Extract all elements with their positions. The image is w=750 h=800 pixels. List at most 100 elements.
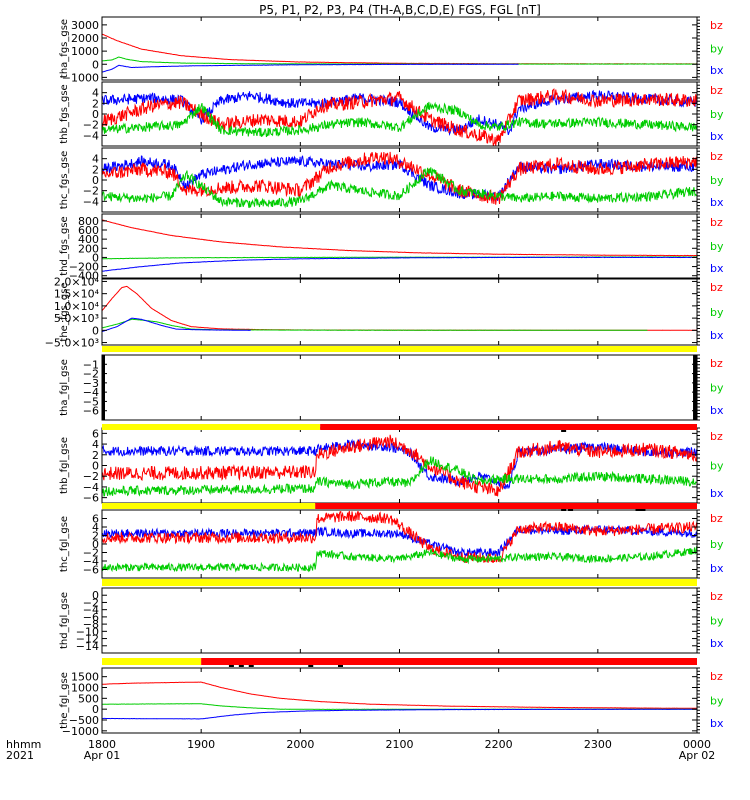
legend-bz: bz (710, 216, 723, 229)
y-axis-label: tha_fgl_gse (59, 359, 70, 416)
y-tick-label: −14 (76, 640, 99, 653)
time-format-label: hhmm (6, 738, 41, 751)
bar-segment-yellow (102, 503, 316, 509)
bar-segment-yellow (102, 658, 202, 665)
y-axis-label: thd_fgl_gse (59, 592, 70, 649)
y-axis-label: thd_fgs_gse (59, 216, 70, 275)
y-tick-label: 0 (92, 174, 99, 187)
series-by (102, 318, 648, 331)
y-tick-label: 1.5×10⁴ (54, 288, 100, 301)
y-tick-label: 4 (92, 153, 99, 166)
y-tick-label: −2 (83, 368, 99, 381)
y-tick-label: 0 (92, 58, 99, 71)
y-axis-label: the_fgs_gse (59, 282, 70, 341)
y-tick-label: −6 (83, 611, 99, 624)
series-bz (102, 285, 697, 331)
legend-by: by (710, 174, 724, 187)
y-tick-label: 0 (92, 251, 99, 264)
bar-mark (640, 509, 646, 511)
x-tick-label: 1800 (88, 738, 116, 751)
panel-frame (101, 278, 698, 346)
legend-bz: bz (710, 84, 723, 97)
series-bz (102, 510, 697, 564)
legend-by: by (710, 460, 724, 473)
legend-bx: bx (710, 329, 724, 342)
legend-bx: bx (710, 562, 724, 575)
bar-mark (238, 665, 244, 667)
panel-tha_fgl_gse: −1−2−3−4−5−6 tha_fgl_gse bz by bx (59, 354, 724, 421)
y-tick-label: −4 (83, 129, 99, 142)
series-bz (102, 681, 697, 709)
y-tick-label: −500 (69, 714, 99, 727)
panel-frame (101, 354, 698, 421)
series-bz (102, 434, 697, 497)
status-bar (102, 658, 697, 667)
x-tick-sublabel: Apr 02 (679, 749, 716, 762)
y-tick-label: −2 (83, 119, 99, 132)
y-tick-label: 5.0×10³ (54, 312, 99, 325)
legend-bx: bx (710, 404, 724, 417)
y-tick-label: 2 (92, 97, 99, 110)
y-tick-label: −1000 (62, 725, 99, 738)
series-bz (102, 33, 697, 65)
y-tick-label: −400 (69, 270, 99, 283)
y-tick-label: −4 (83, 386, 99, 399)
x-tick-label: 0000 (683, 738, 711, 751)
series-group (102, 681, 697, 720)
legend-bx: bx (710, 717, 724, 730)
y-tick-label: 200 (78, 242, 99, 255)
legend-by: by (710, 695, 724, 708)
y-axis-label: thb_fgs_gse (59, 84, 70, 143)
y-tick-label: −2 (83, 596, 99, 609)
y-tick-label: 2 (92, 530, 99, 543)
status-bar (102, 503, 697, 511)
legend-bz: bz (710, 430, 723, 443)
series-by (102, 101, 697, 138)
y-tick-label: 4 (92, 438, 99, 451)
y-tick-label: −12 (76, 633, 99, 646)
bar-segment-yellow (102, 424, 321, 430)
panel-frame (101, 667, 698, 734)
series-group (102, 219, 697, 272)
y-tick-label: 600 (78, 224, 99, 237)
legend-bz: bz (710, 512, 723, 525)
series-bz (102, 219, 697, 257)
legend-bx: bx (710, 64, 724, 77)
y-axis-label: thc_fgl_gse (59, 516, 70, 572)
x-tick-label: 1900 (187, 738, 215, 751)
y-axis-label: thb_fgl_gse (59, 437, 70, 494)
legend-bx: bx (710, 130, 724, 143)
series-by (102, 167, 697, 209)
series-bx (102, 89, 697, 136)
bar-mark (635, 509, 641, 511)
status-bars (102, 346, 697, 667)
y-tick-label: 2000 (71, 32, 99, 45)
legend-by: by (710, 538, 724, 551)
y-tick-label: 0 (92, 538, 99, 551)
legend-by: by (710, 615, 724, 628)
bar-mark (308, 665, 314, 667)
legend-bz: bz (710, 150, 723, 163)
y-tick-label: 2 (92, 449, 99, 462)
y-tick-label: −2 (83, 470, 99, 483)
y-tick-label: −5 (83, 395, 99, 408)
x-tick-label: 2000 (286, 738, 314, 751)
status-bar (102, 579, 697, 586)
y-axis-label: thc_fgs_gse (59, 151, 70, 210)
y-tick-label: 0 (92, 324, 99, 337)
year-label: 2021 (6, 749, 34, 762)
bar-segment-red (320, 424, 697, 430)
y-tick-label: 6 (92, 427, 99, 440)
bar-segment-yellow (102, 579, 697, 586)
legend-by: by (710, 306, 724, 319)
y-tick-label: −4 (83, 481, 99, 494)
bar-mark (568, 509, 574, 511)
legend-by: by (710, 240, 724, 253)
bar-segment-red (315, 503, 697, 509)
legend-bz: bz (710, 590, 723, 603)
bar-segment-red (201, 658, 697, 665)
y-tick-label: −4 (83, 195, 99, 208)
